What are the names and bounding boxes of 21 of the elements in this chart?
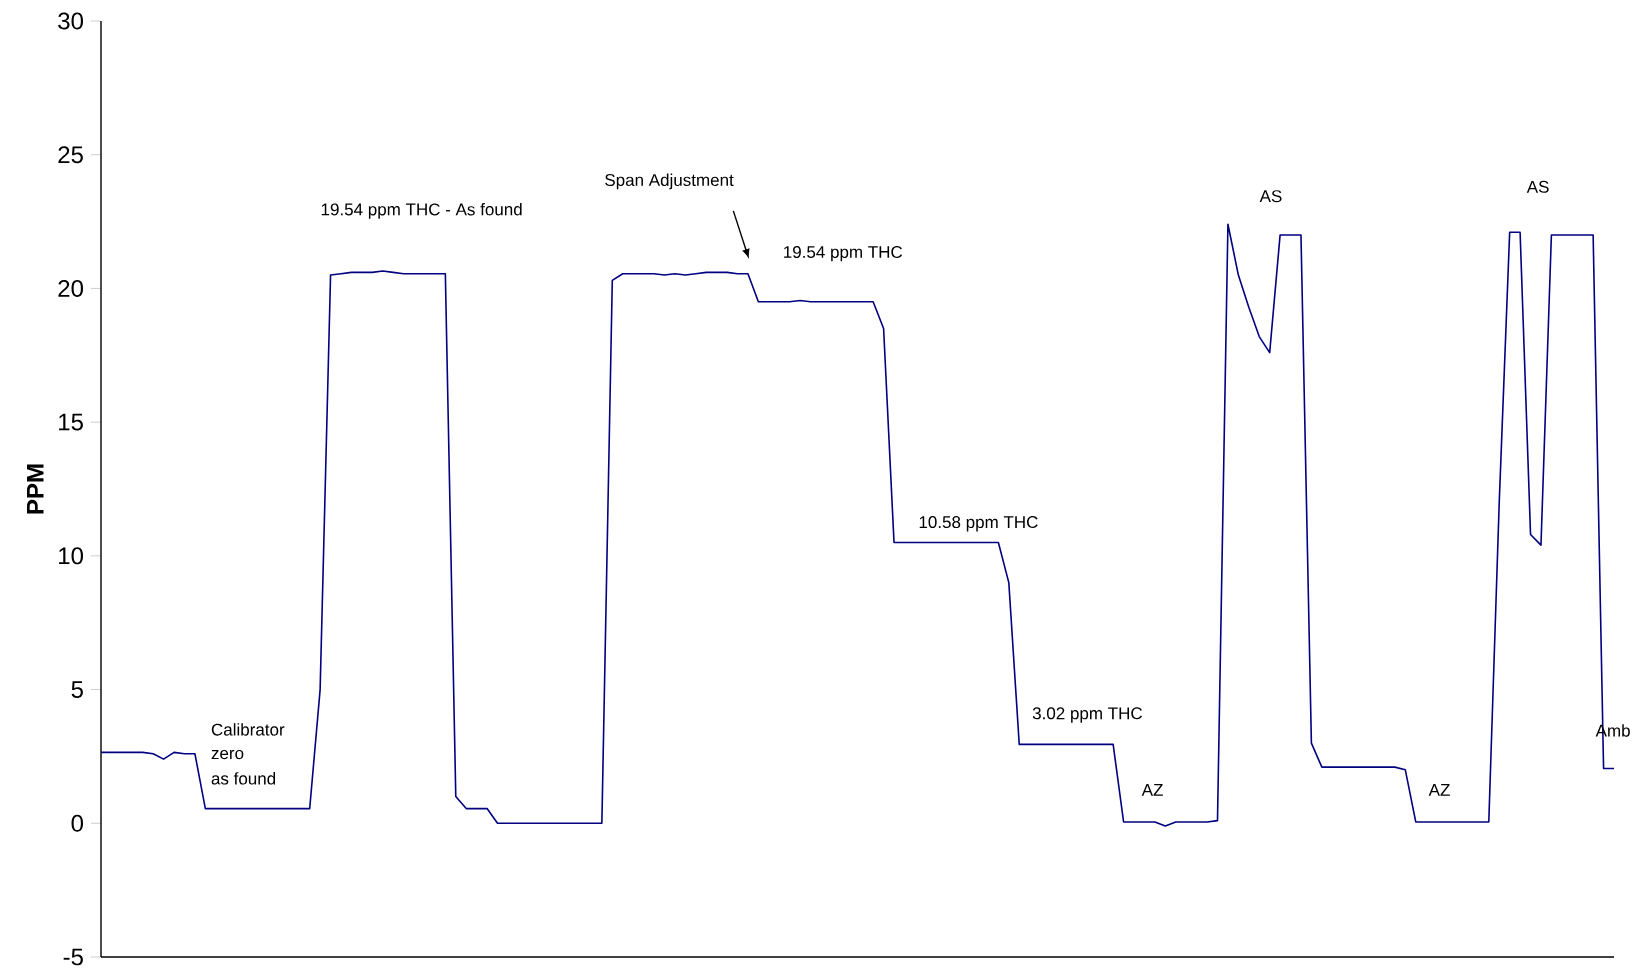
y-axis-title: PPM bbox=[27, 464, 44, 514]
annotation: 19.54 ppm THC bbox=[784, 245, 903, 262]
y-tick-label: 20 bbox=[58, 279, 84, 297]
annotation: Calibrator bbox=[211, 723, 285, 736]
annotation: zero bbox=[211, 749, 244, 760]
annotation: 3.02 ppm THC bbox=[1032, 707, 1143, 723]
y-tick-label: -5 bbox=[63, 948, 83, 966]
y-tick-label: 10 bbox=[59, 547, 84, 565]
annotation: 10.58 ppm THC bbox=[919, 516, 1038, 532]
y-tick-label: 30 bbox=[58, 12, 84, 30]
annotation: AS bbox=[1526, 180, 1549, 193]
annotation: as found bbox=[211, 772, 276, 785]
annotation: Span Adjustment bbox=[605, 173, 734, 190]
y-tick-label: 25 bbox=[58, 146, 83, 164]
annotation: AS bbox=[1259, 190, 1282, 203]
annotation: AZ bbox=[1141, 784, 1163, 796]
annotation: 19.54 ppm THC - As found bbox=[321, 202, 522, 219]
annotation: AZ bbox=[1428, 784, 1450, 796]
y-tick-label: 15 bbox=[59, 413, 83, 431]
y-tick-label: 0 bbox=[71, 814, 84, 832]
y-tick-label: 5 bbox=[71, 681, 83, 698]
